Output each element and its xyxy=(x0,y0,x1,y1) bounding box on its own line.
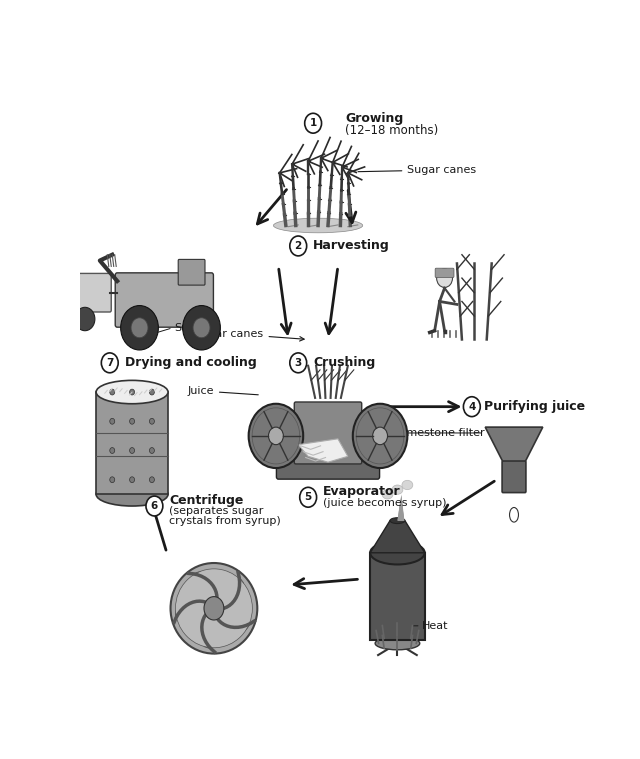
Text: Evaporator: Evaporator xyxy=(323,486,401,499)
Polygon shape xyxy=(485,427,543,462)
Ellipse shape xyxy=(370,541,425,565)
Text: Sugar: Sugar xyxy=(174,323,207,332)
Circle shape xyxy=(121,306,158,350)
FancyBboxPatch shape xyxy=(115,272,213,327)
Text: Juice: Juice xyxy=(188,386,259,396)
Polygon shape xyxy=(397,499,403,521)
Text: 4: 4 xyxy=(468,402,476,411)
Circle shape xyxy=(110,389,115,395)
Circle shape xyxy=(269,427,284,445)
Circle shape xyxy=(353,404,408,468)
Polygon shape xyxy=(370,521,425,553)
Text: (separates sugar: (separates sugar xyxy=(169,506,264,516)
Ellipse shape xyxy=(375,637,420,650)
Circle shape xyxy=(130,448,134,453)
Circle shape xyxy=(248,404,303,468)
Polygon shape xyxy=(398,496,404,521)
Text: 7: 7 xyxy=(106,357,113,368)
Circle shape xyxy=(193,318,210,338)
Circle shape xyxy=(130,389,134,395)
Ellipse shape xyxy=(96,380,168,404)
Circle shape xyxy=(204,597,224,620)
Text: Heat: Heat xyxy=(422,621,449,631)
Text: 1: 1 xyxy=(310,118,317,128)
Circle shape xyxy=(463,397,480,417)
Circle shape xyxy=(150,477,154,483)
Ellipse shape xyxy=(273,218,363,233)
Text: 6: 6 xyxy=(151,501,158,511)
Ellipse shape xyxy=(390,518,405,524)
Circle shape xyxy=(436,269,452,288)
Circle shape xyxy=(150,418,154,424)
Circle shape xyxy=(150,448,154,453)
Circle shape xyxy=(110,418,115,424)
Text: Harvesting: Harvesting xyxy=(313,239,390,253)
Text: (12–18 months): (12–18 months) xyxy=(346,124,438,137)
Text: Purifying juice: Purifying juice xyxy=(484,400,586,413)
Polygon shape xyxy=(298,439,348,462)
Ellipse shape xyxy=(170,563,257,653)
Circle shape xyxy=(110,448,115,453)
FancyBboxPatch shape xyxy=(178,260,205,285)
Ellipse shape xyxy=(96,483,168,506)
Circle shape xyxy=(146,496,163,516)
Circle shape xyxy=(131,318,148,338)
FancyBboxPatch shape xyxy=(435,268,454,278)
Text: Drying and cooling: Drying and cooling xyxy=(125,356,257,370)
FancyBboxPatch shape xyxy=(370,553,425,641)
FancyBboxPatch shape xyxy=(96,392,168,494)
Polygon shape xyxy=(399,494,404,521)
FancyBboxPatch shape xyxy=(276,460,380,479)
Circle shape xyxy=(300,487,317,507)
Circle shape xyxy=(101,353,118,373)
Ellipse shape xyxy=(382,490,393,499)
Text: Growing: Growing xyxy=(346,112,404,125)
Circle shape xyxy=(290,236,307,256)
Text: 2: 2 xyxy=(294,241,302,251)
Text: Limestone filter: Limestone filter xyxy=(397,428,485,438)
Ellipse shape xyxy=(392,485,403,494)
Text: Sugar canes: Sugar canes xyxy=(358,165,477,175)
Circle shape xyxy=(75,307,95,331)
Circle shape xyxy=(305,113,321,133)
FancyBboxPatch shape xyxy=(294,402,362,464)
Circle shape xyxy=(182,306,220,350)
Polygon shape xyxy=(398,496,404,521)
Text: crystals from syrup): crystals from syrup) xyxy=(169,516,281,526)
FancyBboxPatch shape xyxy=(59,273,111,312)
Circle shape xyxy=(130,418,134,424)
Text: Sugar canes: Sugar canes xyxy=(195,329,304,341)
Ellipse shape xyxy=(402,480,413,490)
Text: 5: 5 xyxy=(305,493,312,502)
Text: Crushing: Crushing xyxy=(313,356,376,370)
Ellipse shape xyxy=(175,568,252,647)
Polygon shape xyxy=(397,499,403,521)
Circle shape xyxy=(290,353,307,373)
Circle shape xyxy=(130,477,134,483)
Text: (juice becomes syrup): (juice becomes syrup) xyxy=(323,497,447,508)
Circle shape xyxy=(150,389,154,395)
Text: 3: 3 xyxy=(294,357,302,368)
Circle shape xyxy=(110,477,115,483)
Ellipse shape xyxy=(509,508,518,522)
FancyBboxPatch shape xyxy=(502,461,526,493)
Text: Centrifuge: Centrifuge xyxy=(169,494,244,507)
Circle shape xyxy=(372,427,388,445)
